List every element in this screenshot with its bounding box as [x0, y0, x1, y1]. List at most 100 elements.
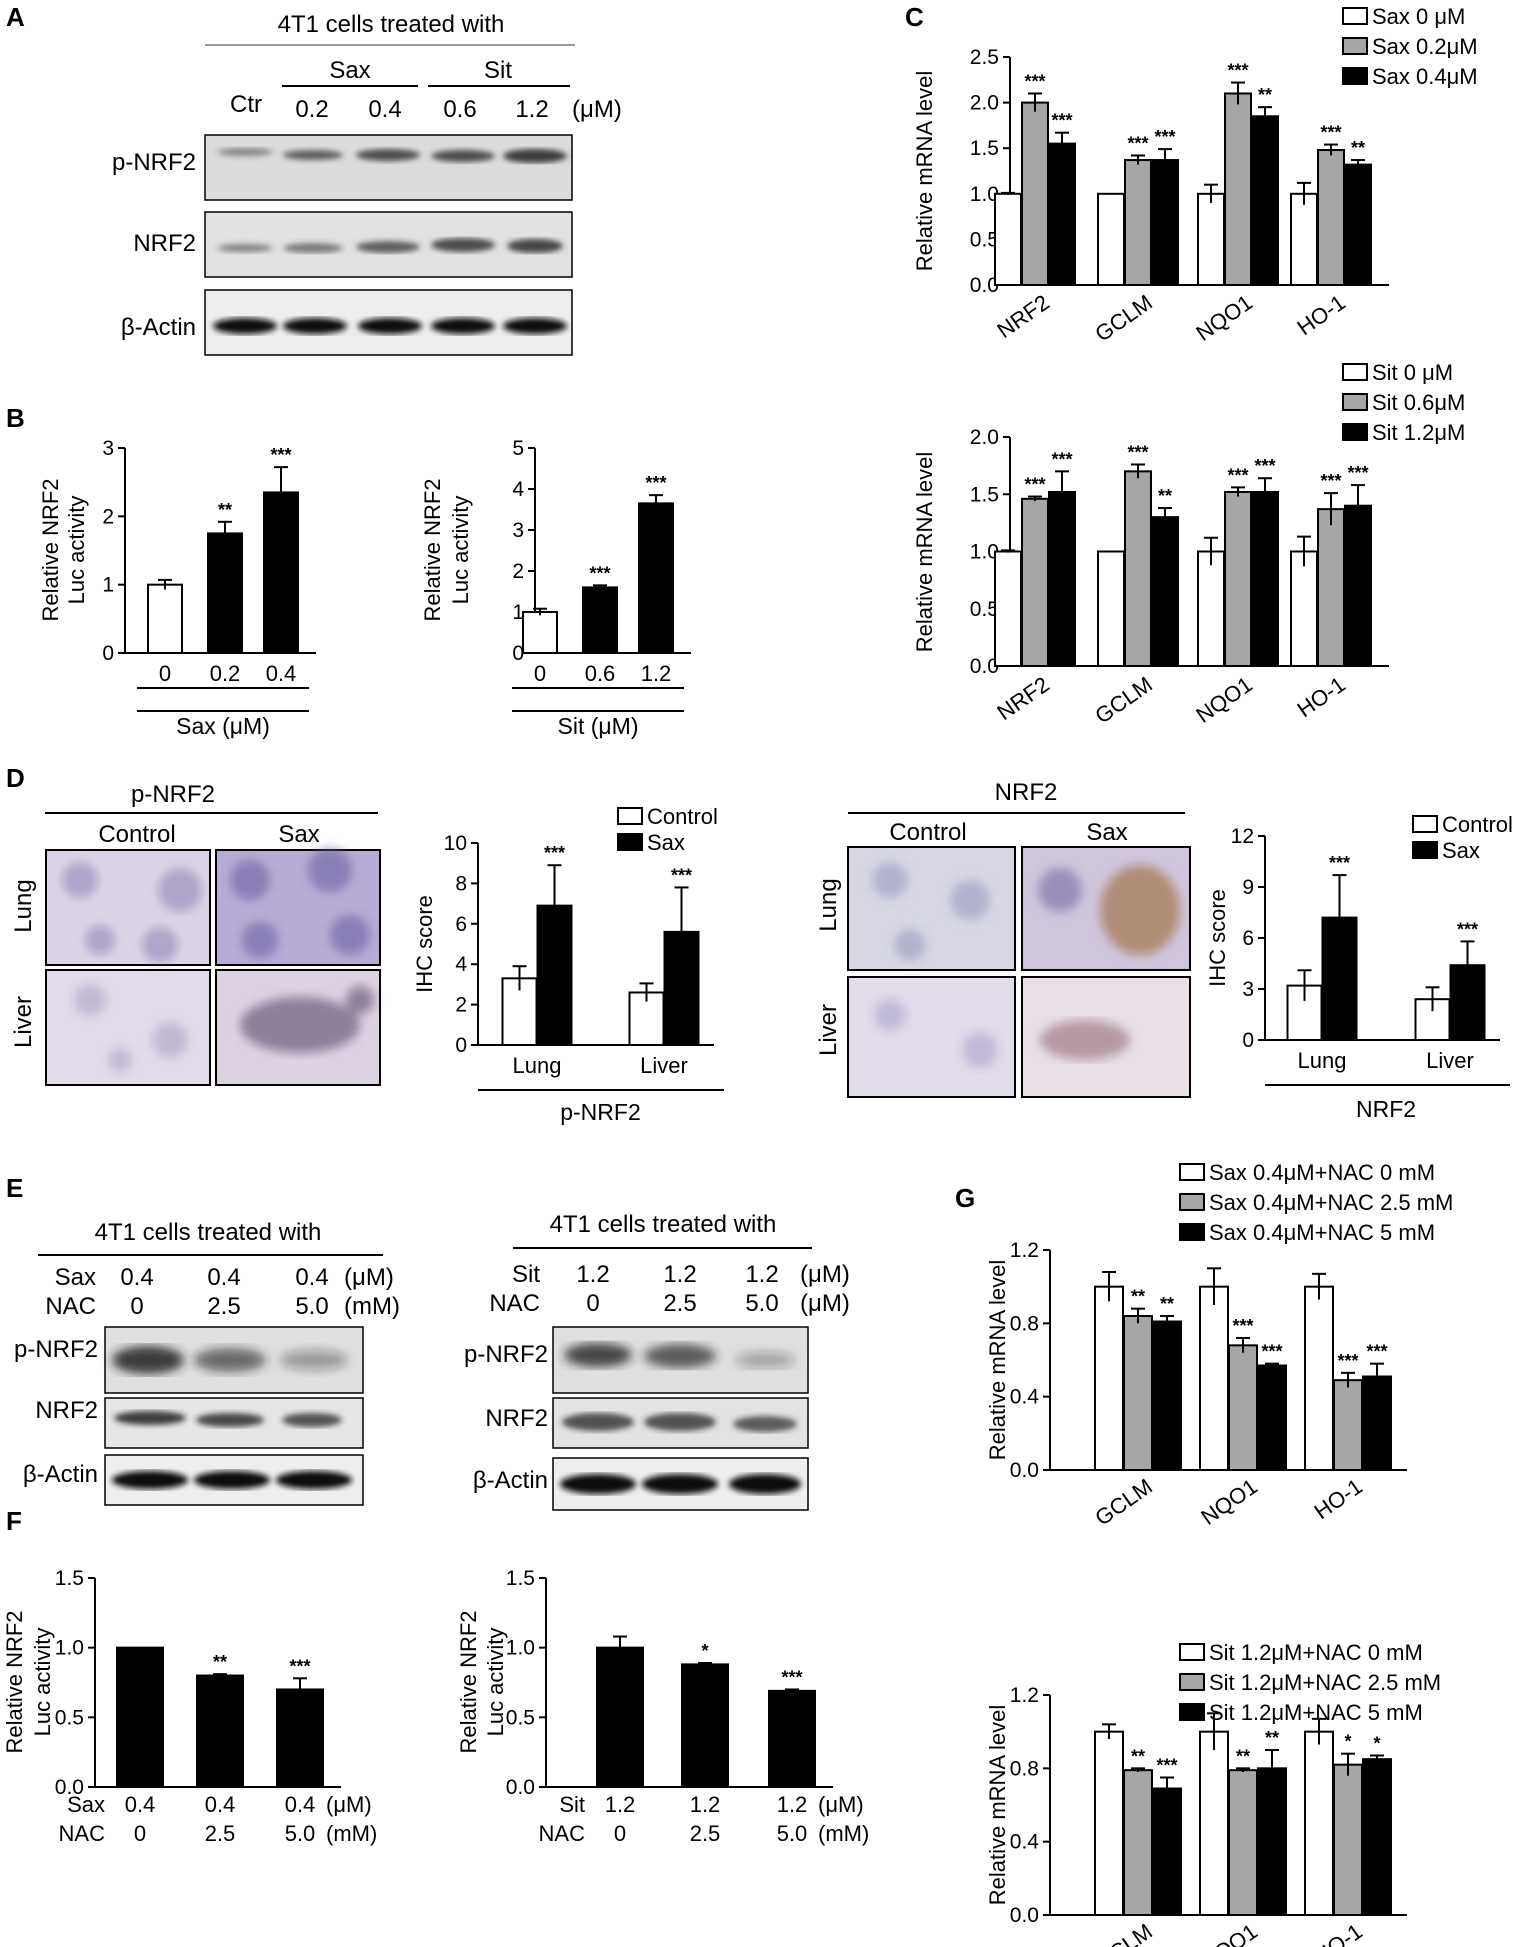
y-tick-label: 8 [455, 872, 467, 895]
panel-e-right-blot-actin: β-Actin [473, 1467, 548, 1494]
y-tick-label: 0 [102, 642, 114, 665]
y-axis-label: IHC score [412, 895, 437, 993]
bar [1152, 1320, 1182, 1471]
panel-d-left-col-sax: Sax [278, 821, 319, 848]
x-tick-label: 1.2 [605, 1792, 636, 1817]
x-tick-label: HO-1 [1309, 1474, 1366, 1525]
y-tick-label: 1.0 [506, 1637, 535, 1660]
legend-label: Sax 0.4μM+NAC 2.5 mM [1209, 1190, 1453, 1215]
panel-e-right-blot-nrf2: NRF2 [485, 1405, 548, 1432]
bar [1228, 1344, 1258, 1472]
legend-label: Sax [1442, 838, 1480, 863]
panel-e-right-row1-unit: (μM) [800, 1290, 850, 1317]
x-row-label: Sit [559, 1792, 585, 1817]
bar [116, 1646, 164, 1788]
bar [1362, 1758, 1392, 1916]
y-axis-label: Luc activity [483, 1628, 508, 1737]
bar [1199, 1285, 1229, 1471]
y-tick-label: 5 [512, 437, 524, 460]
significance-label: *** [589, 563, 610, 583]
y-tick-label: 2.0 [970, 92, 999, 115]
panel-e-left-row1-label: NAC [45, 1293, 96, 1320]
y-axis-label: Luc activity [30, 1628, 55, 1737]
x-tick-label: 0 [614, 1821, 626, 1846]
y-tick-label: 0.4 [1010, 1386, 1040, 1409]
significance-label: ** [1265, 1728, 1279, 1748]
legend-label: Sit 1.2μM+NAC 5 mM [1209, 1700, 1423, 1725]
chart-d2: 0 3 6 9 12 IHC score *** Lung *** Liver ControlSax… [1205, 812, 1513, 1122]
legend-swatch [617, 807, 643, 825]
bar [1123, 1315, 1153, 1471]
panel-a-header: 4T1 cells treated with [278, 11, 505, 38]
panel-e-right-row1-v0: 0 [586, 1290, 599, 1317]
panel-a-blot-label-pnrf2: p-NRF2 [112, 149, 196, 176]
x-tick-label: 0.4 [266, 661, 297, 686]
y-tick-label: 1.5 [506, 1567, 535, 1590]
x-tick-label: 0 [534, 661, 546, 686]
y-tick-label: 0.0 [970, 655, 999, 678]
x-tick-label: Lung [1298, 1048, 1347, 1073]
significance-label: *** [1024, 71, 1045, 91]
bar [1094, 1285, 1124, 1471]
y-tick-label: 9 [1242, 876, 1254, 899]
panel-e-right-blot-pnrf2: p-NRF2 [464, 1341, 548, 1368]
bar [1304, 1285, 1334, 1471]
x-tick-label: 0 [134, 1821, 146, 1846]
panel-e-right-header: 4T1 cells treated with [550, 1211, 777, 1238]
legend-swatch [1179, 1703, 1205, 1721]
panel-a-dose-2: 0.4 [368, 96, 401, 123]
bar [1197, 192, 1225, 286]
legend-swatch [1179, 1193, 1205, 1211]
panel-e-left-row1-v2: 5.0 [295, 1293, 328, 1320]
panel-e-right-row0-v1: 1.2 [663, 1261, 696, 1288]
x-tick-label: 0.4 [285, 1792, 316, 1817]
significance-label: *** [1227, 465, 1248, 485]
y-tick-label: 1 [512, 601, 524, 624]
bar [1097, 192, 1125, 286]
panel-e-left-row1-unit: (mM) [344, 1293, 400, 1320]
x-tick-label: NQO1 [1191, 672, 1256, 728]
legend-swatch [1342, 423, 1368, 441]
y-tick-label: 0.0 [1010, 1904, 1039, 1927]
x-tick-label: Liver [1426, 1048, 1474, 1073]
significance-label: *** [671, 865, 692, 885]
significance-label: *** [1227, 61, 1248, 81]
y-tick-label: 2 [102, 505, 114, 528]
bar [1151, 516, 1179, 668]
significance-label: ** [1158, 486, 1172, 506]
x-group-label: Sit (μM) [558, 713, 639, 739]
bar [994, 550, 1022, 667]
panel-e-right-row1-v2: 5.0 [745, 1290, 778, 1317]
bar [1290, 192, 1318, 286]
y-tick-label: 0.8 [1010, 1312, 1039, 1335]
significance-label: * [1373, 1734, 1380, 1754]
bar [1199, 1730, 1229, 1916]
significance-label: *** [1127, 133, 1148, 153]
y-tick-label: 0.0 [970, 274, 999, 297]
significance-label: ** [1131, 1287, 1145, 1307]
legend-label: Sax [647, 830, 685, 855]
significance-label: *** [1156, 1756, 1177, 1776]
panel-d-right-col-sax: Sax [1086, 819, 1127, 846]
significance-label: ** [1351, 138, 1365, 158]
x-tick-label: 2.5 [205, 1821, 236, 1846]
y-tick-label: 1.0 [55, 1637, 84, 1660]
panel-d-left-row-lung: Lung [10, 879, 37, 932]
significance-label: *** [289, 1656, 310, 1676]
x-tick-label: 5.0 [777, 1821, 808, 1846]
panel-e-left-row0-label: Sax [55, 1264, 96, 1291]
x-row-label: NAC [539, 1821, 586, 1846]
x-tick-label: NRF2 [992, 672, 1053, 725]
legend-swatch [1179, 1223, 1205, 1241]
ihc-image-lung-control [847, 846, 1016, 971]
x-tick-label: NQO1 [1191, 290, 1256, 346]
panel-e-left-row0-v1: 0.4 [207, 1264, 240, 1291]
significance-label: *** [1320, 123, 1341, 143]
x-tick-label: 1.2 [777, 1792, 808, 1817]
y-axis-label: Relative mRNA level [912, 452, 937, 653]
bar [1152, 1787, 1182, 1916]
panel-a-dose-1: 0.2 [295, 96, 328, 123]
bar [1344, 504, 1372, 668]
